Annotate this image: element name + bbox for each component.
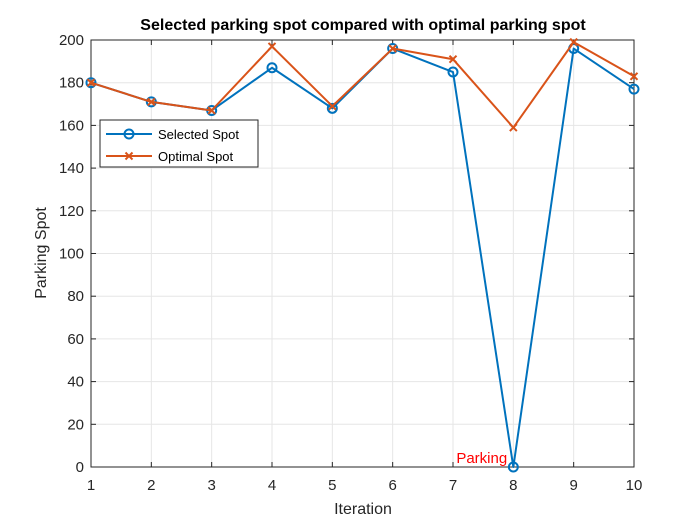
marker-stroke [124,151,134,161]
x-tick-label: 8 [509,477,517,494]
legend-label: Selected Spot [158,127,239,142]
marker-stroke [448,55,458,64]
marker-stroke [86,78,96,87]
data-point-circle [326,102,338,114]
data-point-circle [266,62,278,74]
y-tick-label: 120 [59,203,84,220]
series-layer [85,37,640,473]
marker-stroke [569,37,578,47]
x-tick-label: 1 [87,477,95,494]
data-point-x [86,78,96,87]
data-point-x [509,123,518,132]
x-tick-label: 5 [328,477,336,494]
series-line [90,41,635,129]
x-tick-label: 4 [268,477,276,494]
annotation-layer: Parking [456,450,507,467]
x-tick-label: 2 [147,477,155,494]
series-optimal-spot [86,37,639,132]
annotation-label: Parking [456,450,507,467]
marker-stroke [328,101,337,111]
x-tick-label: 10 [626,477,643,494]
y-tick-label: 140 [59,160,84,177]
y-tick-label: 0 [76,459,84,476]
legend-items: Selected Spot Optimal Spot [106,127,239,164]
data-point-x [448,55,458,64]
data-point-x [629,72,639,81]
x-tick-label: 6 [388,477,396,494]
data-point-x [267,42,277,51]
x-tick-label: 7 [449,477,457,494]
x-tick-label: 3 [207,477,215,494]
marker-stroke [267,42,277,51]
marker-stroke [207,106,216,115]
marker-stroke [147,97,156,107]
y-tick-label: 80 [67,288,84,305]
data-point-x [569,37,578,47]
x-axis-label: Iteration [334,501,392,518]
x-tick-label: 9 [569,477,577,494]
y-tick-label: 180 [59,75,84,92]
legend: Selected Spot Optimal Spot [99,119,259,168]
y-tick-label: 100 [59,246,84,263]
data-point-x [388,44,397,53]
data-point-circle [447,66,459,78]
legend-entry: Selected Spot [106,127,239,142]
legend-marker-circle [123,128,135,140]
y-tick-label: 40 [67,374,84,391]
marker-stroke [509,123,518,132]
y-tick-label: 200 [59,32,84,49]
data-point-circle [628,83,640,95]
data-point-circle [85,77,97,89]
legend-entry: Optimal Spot [106,149,234,164]
data-point-circle [507,461,519,473]
y-tick-label: 60 [67,331,84,348]
y-tick-label: 160 [59,117,84,134]
data-point-x [207,106,216,115]
data-point-x [328,101,337,111]
chart-title: Selected parking spot compared with opti… [140,17,586,34]
legend-marker-x [124,151,134,161]
y-axis-label: Parking Spot [33,207,50,299]
marker-stroke [629,72,639,81]
y-tick-label: 20 [67,416,84,433]
legend-label: Optimal Spot [158,149,234,164]
data-point-x [147,97,156,107]
marker-stroke [388,44,397,53]
